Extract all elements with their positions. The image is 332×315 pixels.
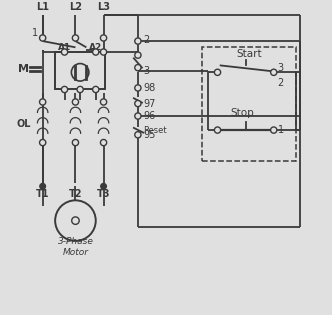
Circle shape bbox=[40, 183, 45, 189]
Bar bbox=[55, 52, 105, 89]
Text: Stop: Stop bbox=[231, 108, 254, 118]
Circle shape bbox=[135, 38, 141, 44]
Bar bbox=[202, 47, 295, 161]
Text: L3: L3 bbox=[97, 2, 110, 12]
Circle shape bbox=[214, 127, 221, 133]
Text: T3: T3 bbox=[97, 189, 110, 199]
Text: 1: 1 bbox=[278, 125, 284, 135]
Circle shape bbox=[72, 35, 79, 41]
Text: 96: 96 bbox=[143, 111, 156, 121]
Circle shape bbox=[93, 49, 99, 55]
Text: Start: Start bbox=[236, 49, 262, 59]
Text: T2: T2 bbox=[69, 189, 82, 199]
Circle shape bbox=[61, 49, 68, 55]
Circle shape bbox=[72, 99, 79, 105]
Text: OL: OL bbox=[17, 119, 31, 129]
Circle shape bbox=[72, 140, 79, 146]
Text: L1: L1 bbox=[36, 2, 49, 12]
Text: T1: T1 bbox=[36, 189, 49, 199]
Text: 98: 98 bbox=[143, 83, 156, 93]
Circle shape bbox=[40, 99, 46, 105]
Text: 3-Phase
Motor: 3-Phase Motor bbox=[57, 238, 93, 257]
Circle shape bbox=[271, 127, 277, 133]
Circle shape bbox=[135, 132, 141, 138]
Text: L2: L2 bbox=[69, 2, 82, 12]
Text: 97: 97 bbox=[143, 99, 156, 109]
Circle shape bbox=[135, 52, 141, 58]
Circle shape bbox=[100, 35, 107, 41]
Circle shape bbox=[135, 85, 141, 91]
Text: 3: 3 bbox=[278, 63, 284, 73]
Text: 3: 3 bbox=[143, 66, 150, 76]
Circle shape bbox=[77, 86, 83, 93]
Circle shape bbox=[100, 99, 107, 105]
Circle shape bbox=[100, 140, 107, 146]
Circle shape bbox=[214, 69, 221, 75]
Circle shape bbox=[101, 183, 106, 189]
Circle shape bbox=[40, 35, 46, 41]
Circle shape bbox=[271, 69, 277, 75]
Text: 95: 95 bbox=[143, 130, 156, 140]
Circle shape bbox=[135, 113, 141, 119]
Text: A1: A1 bbox=[58, 43, 71, 52]
Circle shape bbox=[93, 86, 99, 93]
Text: Reset: Reset bbox=[143, 126, 167, 135]
Text: 2: 2 bbox=[143, 35, 150, 44]
Text: 2: 2 bbox=[278, 78, 284, 88]
Circle shape bbox=[100, 49, 107, 55]
Circle shape bbox=[135, 100, 141, 107]
Text: 1: 1 bbox=[32, 28, 38, 38]
Circle shape bbox=[40, 140, 46, 146]
Text: M: M bbox=[19, 64, 30, 74]
Circle shape bbox=[61, 86, 68, 93]
Text: A2: A2 bbox=[89, 43, 102, 52]
Circle shape bbox=[135, 65, 141, 71]
